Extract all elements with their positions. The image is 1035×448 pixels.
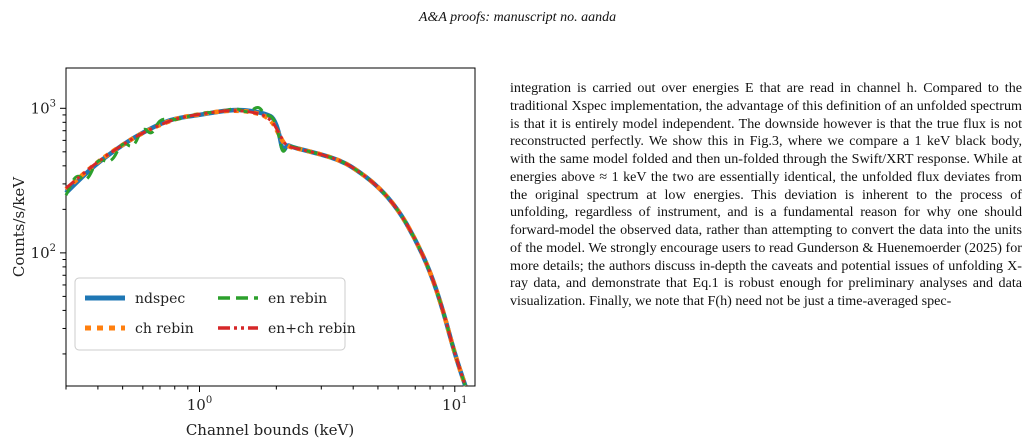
y-axis-ticks: 102 103 xyxy=(31,98,66,355)
legend-label-ndspec: ndspec xyxy=(135,291,185,307)
data-series xyxy=(64,105,468,387)
x-tick-label: 100 xyxy=(187,395,212,414)
body-text-column: integration is carried out over energies… xyxy=(510,80,1022,311)
spectrum-figure: 100 101 102 103 Channel bounds (keV) Count… xyxy=(10,67,476,439)
legend-label-ch-rebin: ch rebin xyxy=(135,321,194,337)
legend-box xyxy=(74,277,346,351)
series-line-ch-rebin xyxy=(64,108,468,387)
x-axis-label: Channel bounds (keV) xyxy=(186,421,354,439)
legend-label-en-rebin: en rebin xyxy=(268,291,327,307)
series-line-en-ch-rebin xyxy=(65,109,467,387)
y-tick-label: 102 xyxy=(31,243,56,262)
legend: ndspec en rebin ch rebin en+ch rebin xyxy=(74,277,356,351)
running-header: A&A proofs: manuscript no. aanda xyxy=(418,10,617,25)
body-paragraph: integration is carried out over energies… xyxy=(510,80,1022,309)
x-tick-label: 101 xyxy=(442,395,467,414)
y-axis-label: Counts/s/keV xyxy=(10,176,28,277)
series-line-en-rebin xyxy=(64,105,467,387)
legend-label-en-ch-rebin: en+ch rebin xyxy=(268,321,356,337)
plot-frame-group xyxy=(65,67,476,387)
plot-frame xyxy=(65,67,476,387)
y-tick-label: 103 xyxy=(31,98,56,117)
x-axis-ticks: 100 101 xyxy=(65,386,468,414)
